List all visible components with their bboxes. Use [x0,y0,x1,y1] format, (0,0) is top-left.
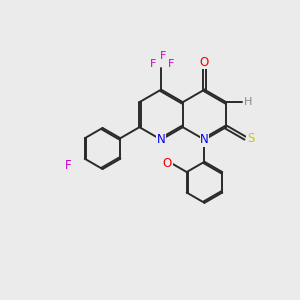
Text: O: O [163,158,172,170]
Text: N: N [200,133,209,146]
Text: F: F [150,59,156,69]
Text: F: F [159,51,166,62]
Text: F: F [168,59,175,69]
Text: N: N [157,133,166,146]
Text: H: H [244,97,252,107]
Text: F: F [65,159,71,172]
Text: O: O [200,56,209,69]
Text: S: S [247,132,254,145]
